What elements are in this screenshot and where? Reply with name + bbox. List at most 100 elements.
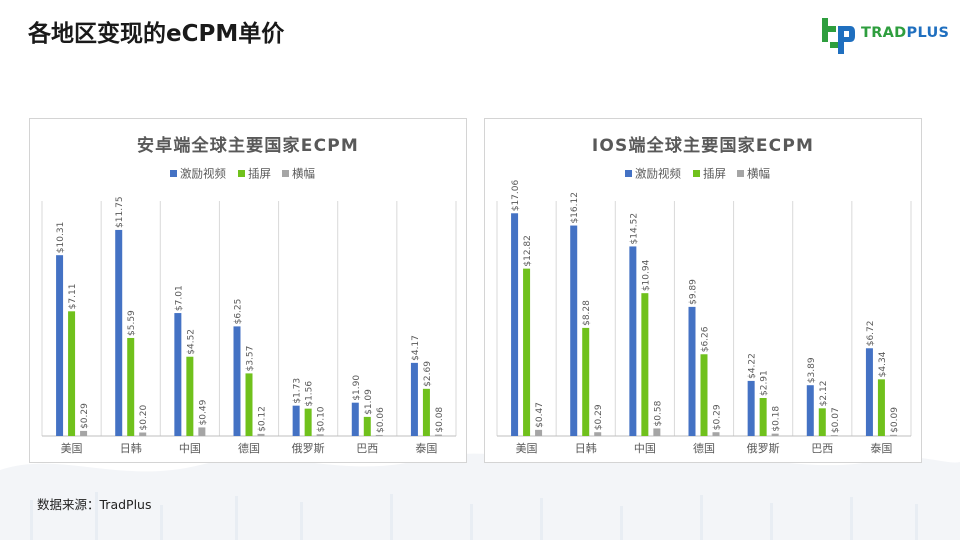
bar-2-1	[139, 432, 147, 436]
data-label-2-0: $0.47	[535, 402, 545, 428]
bar-1-4	[304, 408, 312, 436]
x-tick-label-6: 泰国	[870, 441, 892, 455]
bar-2-3	[257, 433, 265, 436]
x-tick-label-5: 巴西	[356, 442, 378, 455]
data-label-1-4: $1.56	[305, 381, 315, 407]
bar-1-3	[245, 373, 253, 436]
chart-title: 安卓端全球主要国家ECPM	[137, 135, 359, 156]
x-tick-label-0: 美国	[516, 442, 538, 455]
data-source-note: 数据来源：TradPlus	[37, 497, 152, 512]
data-label-0-0: $10.31	[56, 222, 66, 254]
bar-0-3	[233, 326, 241, 436]
bar-0-0	[511, 213, 519, 436]
bar-2-1	[594, 432, 602, 436]
x-tick-label-3: 德国	[693, 441, 715, 455]
data-label-1-3: $3.57	[246, 346, 256, 372]
chart-legend: 激励视频 插屏 横幅	[170, 167, 315, 181]
x-tick-label-6: 泰国	[415, 441, 437, 455]
data-label-2-2: $0.49	[198, 399, 208, 425]
bar-1-4	[759, 398, 767, 436]
bar-2-5	[830, 435, 838, 436]
bar-1-0	[523, 268, 531, 436]
android-chart-panel: 安卓端全球主要国家ECPM 激励视频 插屏 横幅 $10.31 $7.11 $0.29 美国 $…	[29, 118, 467, 463]
chart-legend: 激励视频 插屏 横幅	[625, 167, 770, 181]
legend-label-1: 插屏	[248, 167, 271, 181]
data-label-0-5: $1.90	[352, 375, 362, 401]
data-label-1-6: $2.69	[423, 361, 433, 387]
bar-1-6	[422, 388, 430, 436]
chart-title: IOS端全球主要国家ECPM	[592, 135, 814, 156]
x-tick-label-2: 中国	[179, 442, 201, 455]
data-label-1-0: $7.11	[68, 284, 78, 310]
bar-1-2	[186, 356, 194, 436]
data-label-0-4: $4.22	[748, 353, 758, 379]
data-label-0-6: $4.17	[411, 335, 421, 361]
data-label-0-1: $16.12	[570, 192, 580, 224]
logo-text-plus: PLUS	[906, 25, 950, 41]
data-label-1-1: $8.28	[582, 300, 592, 326]
data-label-0-1: $11.75	[115, 196, 125, 228]
bar-2-6	[434, 434, 442, 436]
bar-0-2	[629, 246, 637, 436]
legend-swatch-1	[238, 170, 245, 177]
bar-0-6	[410, 362, 418, 436]
data-label-2-4: $0.10	[317, 406, 327, 432]
x-tick-label-1: 日韩	[120, 441, 142, 455]
legend-swatch-2	[737, 170, 744, 177]
bar-1-1	[127, 337, 135, 436]
tradplus-logo: TRADPLUS	[818, 16, 954, 56]
x-tick-label-4: 俄罗斯	[292, 442, 325, 455]
legend-label-1: 插屏	[703, 167, 726, 181]
data-label-0-3: $9.89	[689, 279, 699, 305]
data-label-1-2: $10.94	[641, 259, 651, 291]
x-tick-label-4: 俄罗斯	[747, 442, 780, 455]
data-label-0-4: $1.73	[293, 378, 303, 404]
legend-label-0: 激励视频	[180, 167, 226, 181]
data-label-2-0: $0.29	[80, 403, 90, 429]
bar-0-4	[292, 405, 300, 436]
bar-0-1	[570, 225, 578, 436]
data-label-0-0: $17.06	[511, 180, 521, 212]
bar-2-5	[375, 434, 383, 436]
data-label-0-3: $6.25	[234, 299, 244, 325]
bar-1-6	[877, 379, 885, 436]
x-tick-label-5: 巴西	[811, 442, 833, 455]
bar-2-4	[316, 434, 324, 436]
data-label-1-0: $12.82	[523, 235, 533, 267]
background-decoration	[0, 453, 960, 540]
data-label-0-6: $6.72	[866, 321, 876, 347]
legend-swatch-2	[282, 170, 289, 177]
tradplus-logo-icon	[822, 18, 855, 54]
data-label-1-3: $6.26	[701, 326, 711, 352]
data-label-2-5: $0.06	[376, 407, 386, 433]
data-label-2-4: $0.18	[772, 406, 782, 432]
data-label-2-2: $0.58	[653, 400, 663, 426]
bar-1-3	[700, 354, 708, 436]
bar-0-4	[747, 380, 755, 436]
data-label-2-3: $0.29	[713, 404, 723, 430]
data-label-2-5: $0.07	[831, 407, 841, 433]
bar-0-6	[865, 348, 873, 436]
bar-1-2	[641, 293, 649, 436]
data-label-0-2: $7.01	[174, 285, 184, 311]
data-label-2-3: $0.12	[258, 406, 268, 432]
tradplus-logo-wordmark: TRADPLUS	[861, 25, 949, 41]
bar-0-5	[806, 385, 814, 436]
data-label-1-6: $4.34	[878, 351, 888, 377]
legend-label-2: 横幅	[747, 167, 770, 181]
bar-1-5	[363, 416, 371, 436]
legend-label-0: 激励视频	[635, 167, 681, 181]
data-label-0-5: $3.89	[807, 357, 817, 383]
bar-2-2	[653, 428, 661, 436]
legend-swatch-0	[170, 170, 177, 177]
bar-0-3	[688, 306, 696, 436]
ios-chart-panel: IOS端全球主要国家ECPM 激励视频 插屏 横幅 $17.06 $12.82 $0.47 美…	[484, 118, 922, 463]
bar-2-0	[535, 429, 543, 436]
data-label-1-2: $4.52	[186, 329, 196, 355]
data-label-2-1: $0.29	[594, 404, 604, 430]
bar-0-1	[115, 229, 123, 436]
data-label-1-1: $5.59	[127, 310, 137, 336]
legend-swatch-0	[625, 170, 632, 177]
x-tick-label-3: 德国	[238, 441, 260, 455]
data-label-2-1: $0.20	[139, 404, 149, 430]
